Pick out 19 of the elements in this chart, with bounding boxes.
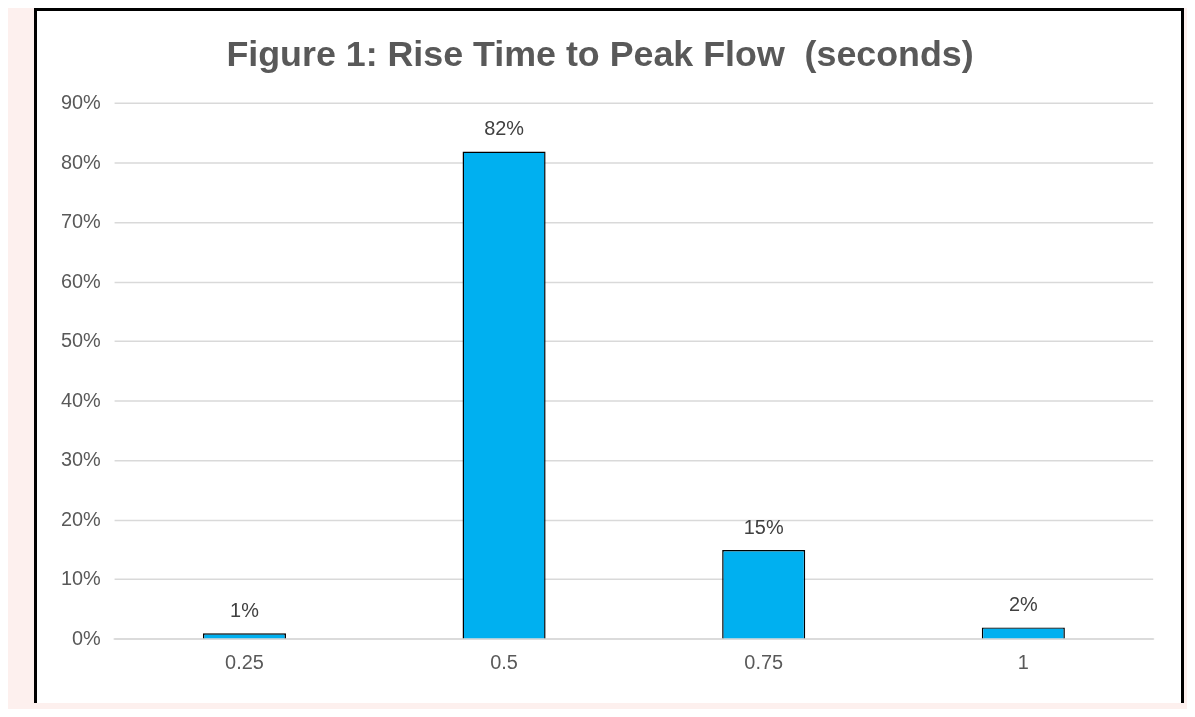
x-tick-label: 1: [1017, 650, 1029, 673]
x-tick-label: 0.5: [490, 650, 518, 673]
data-label: 1%: [230, 598, 259, 621]
x-tick-label: 0.75: [744, 650, 784, 673]
y-tick-label: 50%: [60, 329, 101, 352]
y-tick-label: 70%: [60, 210, 101, 233]
y-tick-label: 30%: [60, 448, 101, 471]
data-label: 82%: [484, 116, 524, 139]
x-tick-label: 0.25: [225, 650, 264, 673]
y-tick-label: 60%: [60, 269, 101, 292]
data-label: 15%: [743, 515, 784, 538]
chart-title: Figure 1: Rise Time to Peak Flow (seconds): [226, 34, 974, 75]
data-label: 2%: [1008, 592, 1038, 615]
y-tick-label: 90%: [60, 91, 101, 114]
y-tick-label: 40%: [60, 388, 101, 411]
y-tick-label: 0%: [71, 626, 101, 649]
y-tick-label: 20%: [60, 507, 101, 530]
y-tick-label: 80%: [60, 150, 101, 173]
y-tick-label: 10%: [60, 567, 101, 590]
